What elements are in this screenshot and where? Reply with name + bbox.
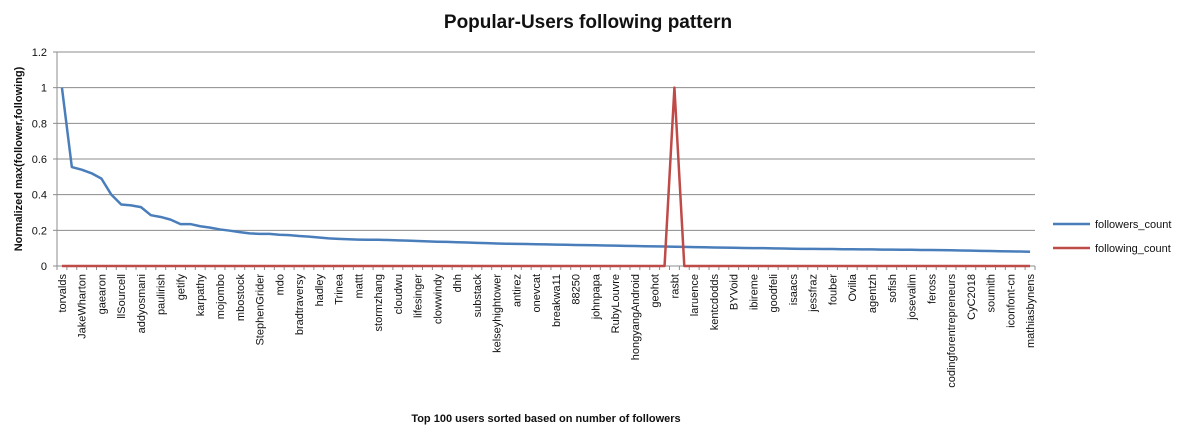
y-tick-label: 0.6 (32, 154, 47, 166)
y-tick-label: 0.8 (32, 118, 47, 130)
chart-title: Popular-Users following pattern (444, 12, 732, 33)
x-tick-label: ibireme (748, 274, 760, 310)
y-tick-label: 0.2 (32, 225, 47, 237)
x-tick-label: RubyLouvre (610, 274, 622, 333)
x-tick-label: geohot (650, 274, 662, 308)
x-tick-label: goodfeli (768, 274, 780, 313)
x-tick-label: rasbt (669, 274, 681, 298)
x-tick-label: 88250 (571, 274, 583, 305)
y-tick-label: 0 (41, 261, 47, 273)
x-tick-label: sofish (887, 274, 899, 303)
x-tick-label: cloudwu (393, 274, 405, 314)
x-tick-label: kelseyhightower (492, 274, 504, 353)
x-axis-title: Top 100 users sorted based on number of … (411, 413, 680, 425)
x-tick-label: paulirish (156, 274, 168, 315)
x-tick-label: fouber (827, 274, 839, 306)
x-tick-label: llSourcell (116, 274, 128, 319)
series-lines (60, 86, 1031, 268)
tick-labels: 0 0.2 0.4 0.6 0.8 1 1.2 torvalds JakeWharton gaea… (32, 47, 1037, 388)
x-tick-label: StephenGrider (255, 274, 267, 346)
x-tick-label: onevcat (531, 274, 543, 313)
x-tick-label: JakeWharton (77, 274, 89, 339)
x-tick-label: johnpapa (590, 273, 602, 320)
x-tick-label: iconfont-cn (1005, 274, 1017, 328)
x-tick-label: jessfraz (808, 274, 820, 313)
x-tick-label: breakwa11 (551, 274, 563, 327)
legend-label: following_count (1095, 243, 1171, 255)
x-tick-label: lifesinger (413, 274, 425, 318)
x-tick-label: josevalim (907, 274, 919, 321)
x-tick-label: addyosmani (136, 274, 148, 333)
x-tick-label: codingforentrepreneurs (946, 274, 958, 388)
y-tick-label: 0.4 (32, 190, 47, 202)
x-tick-label: gaearon (96, 274, 108, 314)
x-tick-label: mathiasbynens (1025, 274, 1037, 348)
legend: followers_count following_count (1053, 219, 1171, 255)
series-line-followers-count (60, 87, 1031, 253)
x-tick-label: dhh (452, 274, 464, 292)
x-tick-label: stormzhang (373, 274, 385, 331)
y-tick-label: 1.2 (32, 47, 47, 59)
x-tick-label: hongyangAndroid (630, 274, 642, 360)
x-tick-label: getify (175, 274, 187, 301)
x-tick-label: substack (472, 274, 484, 318)
x-tick-label: laruence (689, 274, 701, 316)
axes (53, 51, 1036, 270)
x-tick-label: clowwindy (432, 274, 444, 325)
series-line-following-count (61, 86, 1031, 268)
x-tick-label: mattt (353, 274, 365, 298)
y-tick-label: 1 (41, 83, 47, 95)
x-tick-label: mdo (274, 274, 286, 295)
x-tick-label: isaacs (788, 274, 800, 306)
x-tick-label: BYVoid (729, 274, 741, 310)
x-tick-label: Ovilia (847, 273, 859, 301)
x-tick-label: mbostock (235, 274, 247, 322)
x-tick-label: agentzh (867, 274, 879, 313)
x-tick-label: karpathy (195, 274, 207, 317)
legend-label: followers_count (1095, 219, 1171, 231)
y-axis-title: Normalized max(follower,following) (13, 66, 25, 251)
x-tick-label: soumith (986, 274, 998, 313)
x-tick-label: kentcdodds (709, 274, 721, 331)
x-tick-label: hadley (314, 274, 326, 307)
x-tick-label: CyC2018 (966, 274, 978, 320)
x-tick-label: torvalds (57, 274, 69, 313)
x-tick-label: bradtraversy (294, 274, 306, 336)
x-tick-label: antirez (511, 274, 523, 307)
x-tick-label: feross (926, 274, 938, 304)
x-tick-label: Trinea (334, 273, 346, 305)
gridlines (57, 51, 1035, 231)
x-tick-label: mojombo (215, 274, 227, 319)
